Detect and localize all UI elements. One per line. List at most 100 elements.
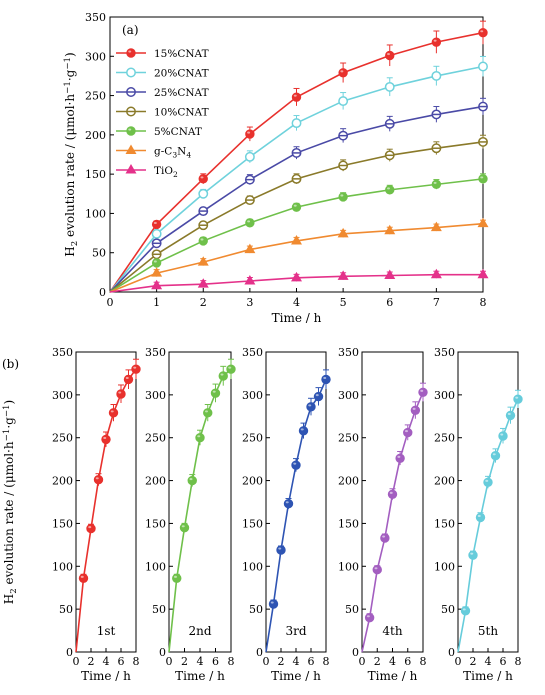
data-point bbox=[187, 475, 197, 486]
y-tick-label: 150 bbox=[338, 517, 359, 530]
data-point bbox=[338, 160, 349, 171]
y-tick-label: 200 bbox=[242, 475, 263, 488]
data-point bbox=[313, 391, 324, 402]
data-point bbox=[268, 599, 279, 609]
y-tick-label: 350 bbox=[242, 346, 263, 359]
y-tick-label: 250 bbox=[242, 432, 263, 445]
data-point bbox=[478, 174, 488, 184]
data-point bbox=[210, 388, 221, 398]
x-axis-label: Time / h bbox=[81, 669, 131, 683]
legend-swatch-marker bbox=[126, 48, 136, 58]
data-point bbox=[203, 408, 213, 418]
data-point bbox=[513, 394, 523, 404]
y-tick-label: 150 bbox=[434, 517, 455, 530]
x-tick-label: 8 bbox=[323, 655, 330, 668]
data-point bbox=[198, 236, 208, 246]
data-point bbox=[198, 174, 208, 184]
x-axis-label: Time / h bbox=[368, 669, 418, 683]
data-point bbox=[244, 174, 255, 185]
data-point-shine bbox=[462, 608, 466, 611]
data-point-shine bbox=[247, 131, 251, 134]
data-point bbox=[197, 256, 209, 266]
data-point-shine bbox=[374, 567, 378, 570]
legend-label: 15%CNAT bbox=[154, 48, 209, 60]
data-point-shine bbox=[153, 260, 157, 263]
data-point bbox=[410, 405, 421, 415]
data-point-shine bbox=[153, 221, 157, 225]
series-line bbox=[168, 368, 232, 653]
data-point-shine bbox=[300, 428, 304, 431]
x-tick-label: 6 bbox=[500, 655, 507, 668]
cycle-label: 2nd bbox=[188, 624, 211, 638]
legend-label: 20%CNAT bbox=[154, 68, 209, 80]
data-point bbox=[431, 109, 442, 120]
series-10%CNAT bbox=[109, 134, 488, 293]
panel-a: 0 1 2 3 4 5 6 7 8 0 50 100 150 200 250 300 350 Time / h H2… bbox=[63, 11, 489, 325]
data-point-shine bbox=[133, 366, 137, 369]
data-point bbox=[226, 364, 236, 374]
data-point bbox=[384, 269, 396, 280]
legend-swatch-marker bbox=[126, 67, 136, 78]
y-tick-label: 0 bbox=[99, 286, 106, 299]
cycle-label: 5th bbox=[478, 624, 498, 638]
data-point bbox=[403, 427, 413, 438]
y-tick-label: 150 bbox=[145, 517, 166, 530]
data-point-shine bbox=[200, 238, 204, 241]
data-point bbox=[431, 143, 442, 154]
data-point bbox=[179, 523, 190, 533]
data-point bbox=[387, 489, 398, 499]
data-point-shine bbox=[387, 187, 390, 190]
y-tick-label: 50 bbox=[345, 603, 359, 616]
x-tick-label: 4 bbox=[293, 655, 300, 668]
data-point bbox=[338, 192, 348, 202]
legend-swatch-marker bbox=[125, 144, 137, 155]
x-tick-label: 4 bbox=[389, 655, 396, 668]
series-20%CNAT bbox=[109, 55, 488, 293]
legend-swatch-marker bbox=[126, 106, 136, 117]
data-point-shine bbox=[420, 389, 424, 392]
data-point bbox=[151, 249, 162, 260]
data-point-shine bbox=[412, 407, 416, 410]
legend-swatch-marker bbox=[126, 87, 136, 97]
x-tick-label: 8 bbox=[228, 655, 235, 668]
y-tick-label: 200 bbox=[338, 475, 359, 488]
data-point bbox=[131, 364, 141, 374]
data-point bbox=[431, 37, 442, 47]
x-tick-label: 4 bbox=[103, 655, 110, 668]
data-point bbox=[385, 185, 395, 195]
x-tick-label: 8 bbox=[420, 655, 427, 668]
data-point bbox=[244, 275, 256, 285]
data-point-shine bbox=[389, 491, 393, 494]
data-point bbox=[291, 234, 302, 245]
data-point bbox=[431, 179, 442, 190]
x-tick-label: 7 bbox=[433, 296, 440, 309]
data-point-shine bbox=[189, 478, 193, 481]
data-point bbox=[306, 402, 316, 412]
data-point-shine bbox=[433, 39, 437, 42]
data-point bbox=[151, 258, 162, 268]
x-tick-label: 8 bbox=[480, 296, 487, 309]
legend-swatch-marker bbox=[126, 126, 136, 136]
legend-swatch-marker-shine bbox=[128, 50, 132, 53]
y-tick-label: 0 bbox=[352, 646, 359, 659]
data-point-shine bbox=[340, 194, 344, 197]
y-axis-label: H2 evolution rate / (μmol·h−1·g−1) bbox=[2, 400, 19, 604]
data-point bbox=[291, 173, 302, 184]
cycle-label: 4th bbox=[382, 624, 402, 638]
x-tick-label: 6 bbox=[212, 655, 219, 668]
x-tick-label: 6 bbox=[118, 655, 125, 668]
data-point bbox=[498, 431, 508, 441]
data-point bbox=[151, 219, 162, 230]
data-point bbox=[108, 408, 119, 418]
data-point bbox=[478, 136, 488, 147]
x-axis-label: Time / h bbox=[175, 669, 225, 683]
panel-b: (b)H2 evolution rate / (μmol·h−1·g−1)0 2 4… bbox=[2, 346, 523, 683]
data-point-shine bbox=[205, 410, 208, 413]
y-tick-label: 0 bbox=[256, 646, 263, 659]
data-point-shine bbox=[228, 366, 232, 369]
y-axis-label: H2 evolution rate / (μmol·h−1·g−1) bbox=[63, 52, 80, 256]
data-point bbox=[198, 206, 209, 217]
data-point bbox=[418, 387, 428, 397]
data-point bbox=[198, 220, 209, 231]
